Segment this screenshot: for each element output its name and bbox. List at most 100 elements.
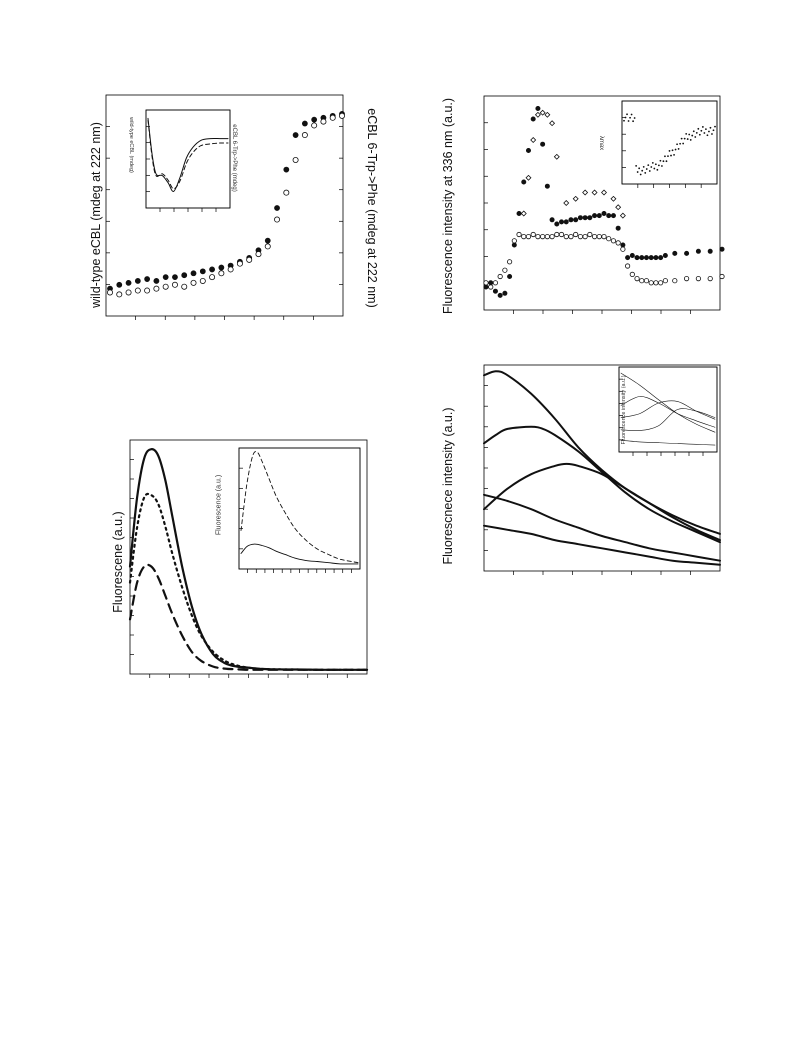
- tr-marker-series-1: [521, 179, 527, 185]
- tr-marker-series-2: [719, 273, 725, 280]
- tr-inset-point: [674, 148, 677, 151]
- tr-inset-point: [648, 170, 651, 172]
- tr-marker-series-3: [619, 212, 626, 219]
- tr-marker-series-1: [535, 106, 541, 112]
- tr-inset-point: [682, 142, 685, 145]
- tr-marker-series-2: [525, 234, 532, 240]
- tr-marker-series-3: [525, 174, 532, 181]
- tr-marker-series-1: [507, 273, 513, 279]
- tl-marker-series-2: [274, 216, 281, 223]
- tl-marker-series-2: [144, 287, 151, 294]
- bl-inset-frame: [238, 447, 361, 570]
- bl-inset-series-1: [240, 451, 359, 564]
- tr-inset-point: [714, 125, 716, 128]
- chart-top-right: [483, 95, 725, 314]
- tr-marker-series-1: [525, 148, 531, 154]
- tr-inset-point: [659, 159, 662, 162]
- tr-marker-series-1: [483, 284, 489, 290]
- tr-marker-series-2: [511, 238, 517, 244]
- bl-ylabel: Fluorescene (a.u.): [111, 511, 125, 613]
- tr-inset-label: λmax: [598, 135, 604, 151]
- tr-marker-series-2: [549, 234, 555, 240]
- tr-inset-point: [639, 173, 642, 176]
- tr-marker-series-2: [563, 234, 569, 240]
- tr-marker-series-1: [511, 242, 517, 248]
- tl-marker-series-1: [311, 116, 318, 123]
- tl-marker-series-2: [301, 132, 308, 139]
- tr-marker-series-1: [488, 280, 494, 286]
- tr-marker-series-1: [719, 246, 725, 252]
- tl-marker-series-2: [125, 289, 132, 296]
- tr-marker-series-3: [553, 153, 560, 160]
- tr-marker-series-2: [558, 231, 565, 238]
- tr-inset-point: [683, 137, 686, 140]
- tr-inset-point: [630, 113, 633, 116]
- br-inset-frame: [618, 366, 718, 453]
- tl-marker-series-1: [301, 120, 308, 127]
- tr-inset-point: [688, 133, 691, 136]
- bl-inset-series-2: [240, 543, 359, 565]
- tr-inset-point: [664, 155, 666, 158]
- tl-marker-series-1: [181, 272, 188, 279]
- br-inset-series-4: [620, 408, 716, 432]
- tr-inset-point: [657, 164, 660, 167]
- tr-marker-series-1: [596, 213, 602, 219]
- tr-marker-series-1: [620, 242, 626, 248]
- tr-inset-point: [667, 155, 669, 158]
- tr-marker-series-1: [707, 248, 713, 254]
- tr-inset-point: [642, 165, 645, 168]
- tl-marker-series-2: [311, 122, 318, 129]
- tr-marker-series-2: [573, 231, 579, 238]
- tr-marker-series-2: [610, 238, 617, 244]
- tl-marker-series-2: [246, 256, 253, 263]
- tr-inset-point: [627, 120, 630, 122]
- tl-marker-series-1: [283, 166, 290, 173]
- tr-marker-series-2: [488, 284, 494, 290]
- tr-marker-series-1: [592, 213, 598, 219]
- tr-marker-series-2: [497, 273, 503, 280]
- tr-inset-point: [653, 167, 656, 170]
- chart-top-left: [105, 94, 345, 320]
- tr-inset-point: [668, 150, 671, 152]
- br-inset-series-5: [620, 440, 716, 446]
- tr-marker-series-3: [534, 111, 541, 118]
- tl-marker-series-1: [134, 278, 141, 284]
- tl-marker-series-2: [264, 243, 271, 250]
- tr-inset-point: [650, 166, 653, 168]
- tl-marker-series-1: [144, 276, 151, 282]
- tr-inset-point: [701, 126, 704, 128]
- tr-inset-point: [676, 143, 678, 146]
- tr-marker-series-3: [582, 189, 589, 196]
- tr-marker-series-1: [582, 215, 588, 221]
- tr-inset-point: [656, 168, 659, 171]
- tr-inset-point: [662, 160, 665, 163]
- tr-inset-point: [694, 136, 697, 138]
- tr-inset-point: [700, 129, 703, 132]
- tr-marker-series-1: [587, 215, 593, 221]
- tr-marker-series-1: [492, 288, 498, 294]
- tr-marker-series-1: [634, 255, 640, 261]
- tr-marker-series-1: [610, 213, 616, 219]
- tr-marker-series-2: [591, 234, 598, 240]
- tr-marker-series-1: [639, 255, 645, 261]
- tr-marker-series-3: [572, 195, 579, 202]
- tr-inset-point: [636, 171, 639, 173]
- tl-marker-series-1: [264, 237, 271, 244]
- tr-inset-point: [671, 149, 674, 152]
- tr-inset-point: [670, 154, 672, 157]
- tr-marker-series-1: [672, 250, 678, 256]
- tr-marker-series-1: [554, 221, 560, 227]
- chart-bottom-right: [483, 364, 721, 575]
- tr-inset-point: [708, 130, 710, 133]
- tr-marker-series-2: [601, 234, 607, 240]
- tl-marker-series-1: [274, 205, 280, 211]
- tr-inset-point: [679, 142, 682, 145]
- tl-inset-series-2: [147, 119, 229, 190]
- tl-marker-series-2: [171, 281, 178, 288]
- tr-marker-series-2: [648, 280, 654, 286]
- bl-inset-ylabel: Fluorescence (a.u.): [215, 474, 223, 536]
- tr-inset-frame: [621, 100, 718, 185]
- tr-marker-series-1: [573, 217, 579, 223]
- tr-inset-point: [633, 117, 636, 119]
